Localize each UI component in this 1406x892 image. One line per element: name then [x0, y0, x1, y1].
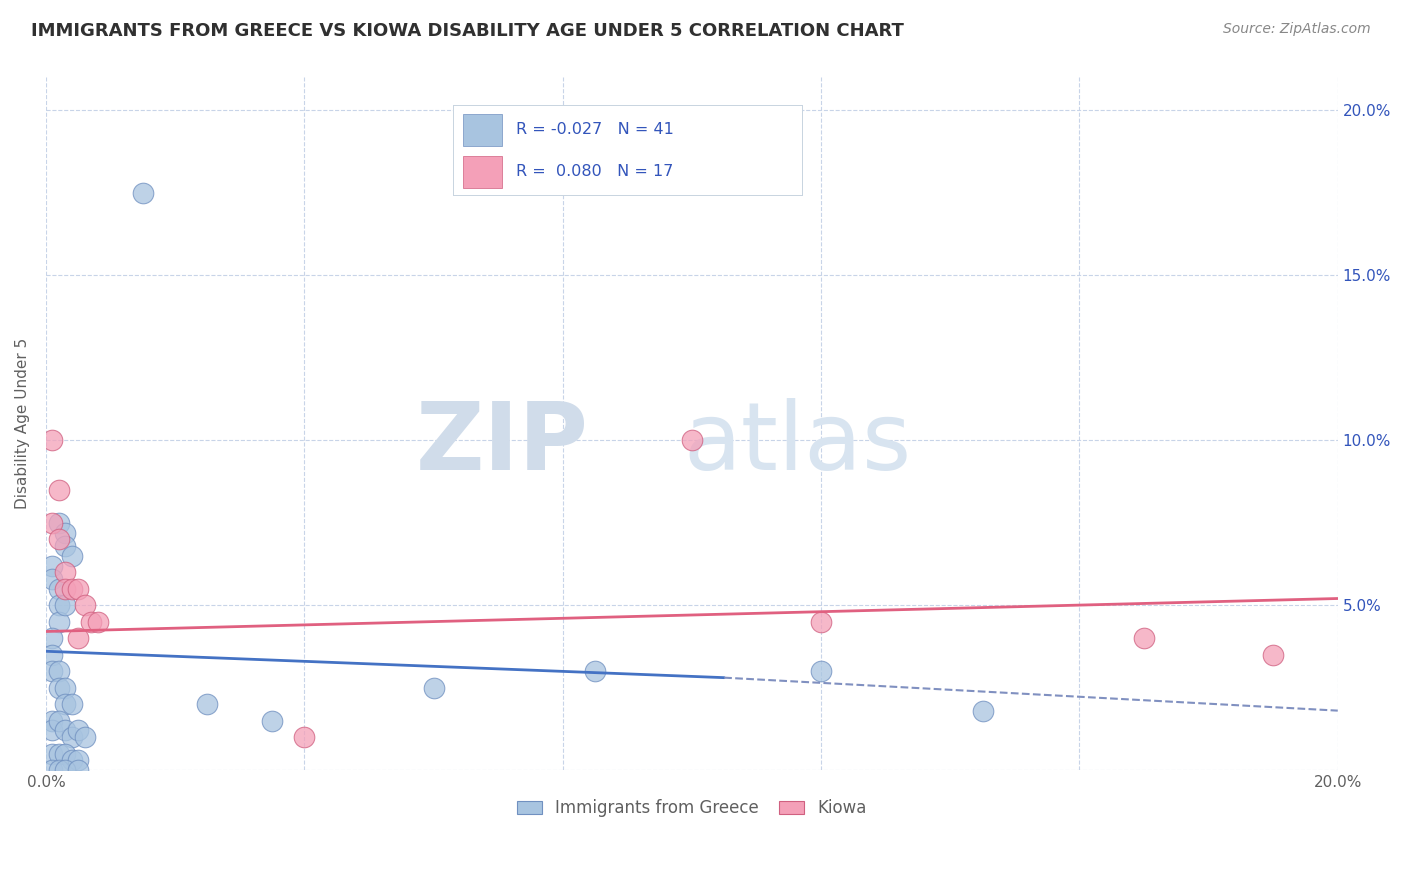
Point	[60, 549, 83, 563]
Text: ZIP: ZIP	[416, 399, 589, 491]
Point	[67, 753, 90, 767]
Point	[48, 582, 70, 596]
Point	[48, 615, 70, 629]
Point	[292, 730, 315, 744]
Point	[41, 664, 63, 678]
Point	[260, 714, 283, 728]
Point	[53, 681, 76, 695]
Point	[48, 681, 70, 695]
Point	[41, 648, 63, 662]
Point	[53, 697, 76, 711]
Point	[67, 763, 90, 777]
Point	[197, 697, 219, 711]
Point	[41, 763, 63, 777]
Point	[53, 747, 76, 761]
Point	[41, 572, 63, 586]
Point	[41, 747, 63, 761]
Point	[48, 664, 70, 678]
Point	[41, 723, 63, 738]
Point	[86, 615, 108, 629]
Point	[41, 558, 63, 573]
Point	[67, 582, 90, 596]
Text: atlas: atlas	[683, 399, 911, 491]
Point	[810, 664, 832, 678]
Point	[48, 747, 70, 761]
Point	[48, 483, 70, 497]
Point	[67, 723, 90, 738]
Point	[53, 598, 76, 612]
Point	[41, 434, 63, 448]
Point	[41, 516, 63, 530]
Point	[810, 615, 832, 629]
Point	[1263, 648, 1285, 662]
Point	[48, 763, 70, 777]
Point	[80, 615, 103, 629]
Point	[60, 753, 83, 767]
Point	[53, 525, 76, 540]
Point	[53, 539, 76, 553]
Point	[67, 631, 90, 645]
Point	[48, 516, 70, 530]
Text: IMMIGRANTS FROM GREECE VS KIOWA DISABILITY AGE UNDER 5 CORRELATION CHART: IMMIGRANTS FROM GREECE VS KIOWA DISABILI…	[31, 22, 904, 40]
Point	[73, 598, 96, 612]
Point	[60, 730, 83, 744]
Point	[41, 714, 63, 728]
Legend: Immigrants from Greece, Kiowa: Immigrants from Greece, Kiowa	[510, 793, 873, 824]
Point	[1133, 631, 1156, 645]
Point	[972, 704, 994, 718]
Text: Source: ZipAtlas.com: Source: ZipAtlas.com	[1223, 22, 1371, 37]
Point	[48, 532, 70, 546]
Point	[53, 763, 76, 777]
Point	[48, 598, 70, 612]
Point	[53, 582, 76, 596]
Point	[681, 434, 703, 448]
Point	[53, 565, 76, 579]
Point	[132, 186, 155, 200]
Point	[73, 730, 96, 744]
Point	[422, 681, 444, 695]
Point	[60, 697, 83, 711]
Y-axis label: Disability Age Under 5: Disability Age Under 5	[15, 338, 30, 509]
Point	[53, 723, 76, 738]
Point	[41, 631, 63, 645]
Point	[583, 664, 606, 678]
Point	[48, 714, 70, 728]
Point	[60, 582, 83, 596]
